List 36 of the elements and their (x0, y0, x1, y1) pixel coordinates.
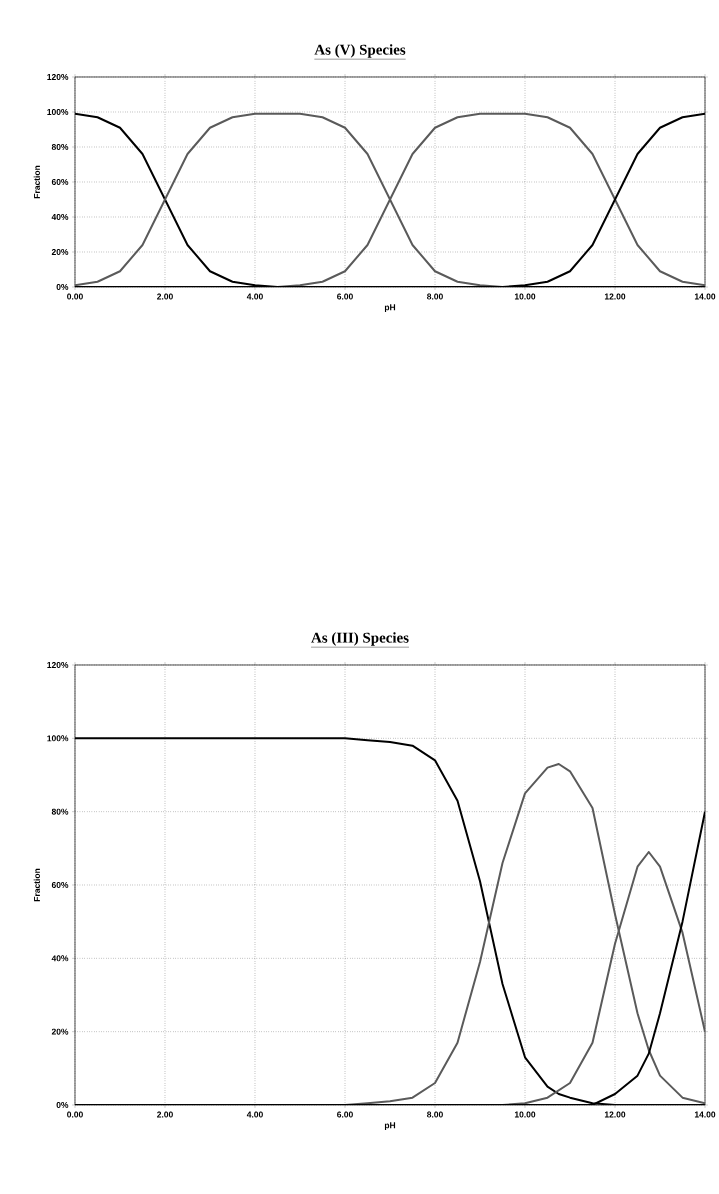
y-tick-label: 0% (56, 1102, 69, 1108)
x-tick-label: 4.00 (246, 1111, 263, 1118)
x-tick-label: 10.00 (514, 1111, 536, 1118)
y-tick-label: 120% (47, 662, 69, 668)
x-axis-title: pH (384, 1122, 396, 1130)
y-tick-label: 60% (51, 179, 69, 185)
y-tick-label: 100% (47, 109, 69, 115)
y-tick-label: 40% (51, 214, 69, 220)
x-tick-label: 14.00 (694, 1111, 716, 1118)
y-tick-label: 20% (51, 1028, 69, 1035)
x-tick-label: 8.00 (427, 1111, 443, 1118)
y-tick-label: 80% (51, 144, 69, 150)
x-tick-label: 6.00 (337, 293, 353, 300)
x-tick-label: 2.00 (157, 293, 173, 300)
y-axis-title: Fraction (33, 868, 41, 902)
x-tick-label: 4.00 (246, 293, 263, 300)
x-tick-label: 14.00 (694, 293, 716, 300)
x-tick-label: 10.00 (514, 293, 536, 300)
y-tick-label: 60% (51, 882, 69, 888)
x-axis-title: pH (384, 304, 396, 312)
y-axis-title: Fraction (33, 165, 41, 199)
x-tick-label: 2.00 (157, 1111, 173, 1118)
chart-title: As (V) Species (314, 44, 406, 58)
y-tick-label: 100% (47, 735, 69, 742)
x-tick-label: 0.00 (67, 1111, 83, 1118)
y-tick-label: 120% (47, 74, 69, 80)
x-tick-label: 8.00 (427, 293, 443, 300)
x-tick-label: 12.00 (604, 1111, 626, 1118)
x-tick-label: 0.00 (67, 293, 83, 300)
x-tick-label: 6.00 (337, 1111, 353, 1118)
chart-title: As (III) Species (311, 632, 409, 646)
y-tick-label: 20% (51, 249, 69, 255)
y-tick-label: 0% (56, 284, 69, 290)
y-tick-label: 80% (51, 808, 69, 815)
x-tick-label: 12.00 (604, 293, 626, 300)
y-tick-label: 40% (51, 955, 69, 962)
